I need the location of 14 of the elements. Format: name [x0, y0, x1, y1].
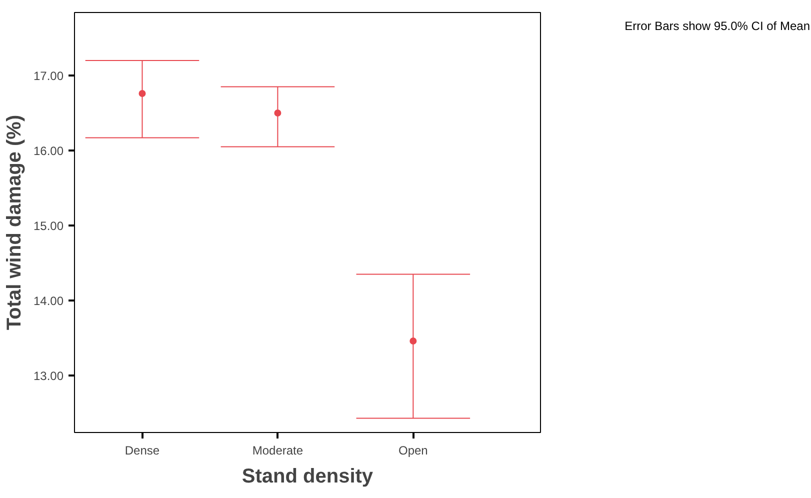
x-tick-label: Dense — [124, 444, 160, 458]
x-tick-label: Open — [398, 444, 428, 458]
point — [274, 110, 282, 116]
y-tick-label: 13.00 — [33, 369, 64, 383]
y-tick-label: 15.00 — [33, 219, 64, 233]
x-axis-title: Stand density — [242, 466, 374, 488]
x-tick-label: Moderate — [252, 444, 304, 458]
y-tick-label: 17.00 — [33, 69, 64, 83]
text: Error Bars show 95.0% CI of Mean — [624, 18, 810, 35]
y-axis-title: Total wind damage (%) — [3, 114, 26, 330]
y-tick-label: 16.00 — [33, 144, 64, 158]
y-tick-label: 14.00 — [33, 294, 64, 308]
point — [138, 90, 146, 97]
point — [410, 338, 417, 344]
